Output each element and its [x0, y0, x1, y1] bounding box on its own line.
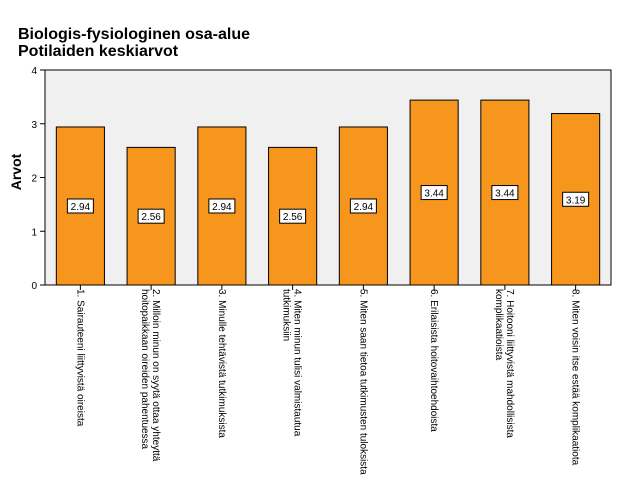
data-label: 2.56: [283, 212, 303, 223]
x-tick-label-line: hoitopaikkaan oireiden pahentuessa: [139, 289, 150, 450]
x-tick-label-line: 6. Erilaisista hoitovaihtoehdoista: [428, 289, 439, 432]
x-tick-label-line: 5. Miten saan tietoa tutkimusten tuloksi…: [357, 289, 368, 475]
y-tick-label: 0: [31, 281, 37, 292]
y-tick-label: 3: [31, 120, 37, 131]
x-tick-label-text: 7. Hoitooni liittyvistä mahdollisistakom…: [493, 289, 515, 438]
y-tick-label: 1: [31, 227, 37, 238]
x-tick-label-line: 7. Hoitooni liittyvistä mahdollisista: [504, 289, 515, 438]
data-label-box: [420, 185, 448, 201]
x-tick-label: 8. Miten voisin itse estää komplikaatiot…: [570, 289, 581, 466]
x-tick-label: 2. Milloin minun on syytä ottaa yhteyttä…: [139, 289, 161, 462]
data-label-box: [279, 208, 307, 224]
data-label: 3.44: [495, 189, 515, 200]
x-tick-label-line: komplikaatioista: [493, 289, 504, 361]
data-label-box: [66, 198, 94, 214]
x-tick-label-text: 2. Milloin minun on syytä ottaa yhteyttä…: [139, 289, 161, 462]
data-label-box: [208, 198, 236, 214]
chart-subtitle: Potilaiden keskiarvot: [18, 43, 179, 60]
x-tick-label-line: 3. Minulle tehtävistä tutkimuksista: [216, 289, 227, 438]
x-tick-label-text: 6. Erilaisista hoitovaihtoehdoista: [428, 289, 439, 432]
data-label-box: [349, 198, 377, 214]
chart-title: Biologis-fysiologinen osa-alue: [18, 26, 251, 43]
data-label: 2.94: [354, 202, 374, 213]
data-label: 2.94: [71, 202, 91, 213]
data-label: 2.94: [212, 202, 232, 213]
x-tick-label: 1. Sairauteeni liittyvistä oireista: [74, 289, 85, 427]
x-tick-label-text: 8. Miten voisin itse estää komplikaatiot…: [570, 289, 581, 466]
x-tick-label: 5. Miten saan tietoa tutkimusten tuloksi…: [357, 289, 368, 475]
x-tick-label: 3. Minulle tehtävistä tutkimuksista: [216, 289, 227, 438]
x-tick-label: 6. Erilaisista hoitovaihtoehdoista: [428, 289, 439, 432]
x-tick-label-text: 3. Minulle tehtävistä tutkimuksista: [216, 289, 227, 438]
y-axis-label: Arvot: [8, 153, 24, 190]
x-tick-label-line: 1. Sairauteeni liittyvistä oireista: [74, 289, 85, 427]
x-tick-label-text: 4. Miten minun tulisi valmistautuatutkim…: [281, 289, 303, 437]
data-label: 3.19: [566, 195, 586, 206]
x-axis: 1. Sairauteeni liittyvistä oireista 2. Mi…: [74, 285, 581, 475]
x-tick-label-line: 8. Miten voisin itse estää komplikaatiot…: [570, 289, 581, 466]
y-tick-label: 4: [31, 66, 37, 77]
x-tick-label-line: 4. Miten minun tulisi valmistautua: [292, 289, 303, 437]
data-label: 2.56: [141, 212, 161, 223]
bars-group: 2.94 2.56 2.94 2.56 2.94 3.44 3.44 3.19: [55, 99, 601, 286]
data-label: 3.44: [424, 189, 444, 200]
data-label-box: [137, 208, 165, 224]
y-tick-label: 2: [31, 174, 37, 185]
x-tick-label-line: 2. Milloin minun on syytä ottaa yhteyttä: [150, 289, 161, 462]
x-tick-label-line: tutkimuksiin: [281, 289, 292, 341]
data-label-box: [491, 185, 519, 201]
x-tick-label-text: 1. Sairauteeni liittyvistä oireista: [74, 289, 85, 427]
x-tick-label-text: 5. Miten saan tietoa tutkimusten tuloksi…: [357, 289, 368, 475]
x-tick-label: 7. Hoitooni liittyvistä mahdollisistakom…: [493, 289, 515, 438]
y-axis: 0 1 2 3 4: [31, 66, 45, 292]
data-label-box: [562, 191, 590, 207]
x-tick-label: 4. Miten minun tulisi valmistautuatutkim…: [281, 289, 303, 437]
